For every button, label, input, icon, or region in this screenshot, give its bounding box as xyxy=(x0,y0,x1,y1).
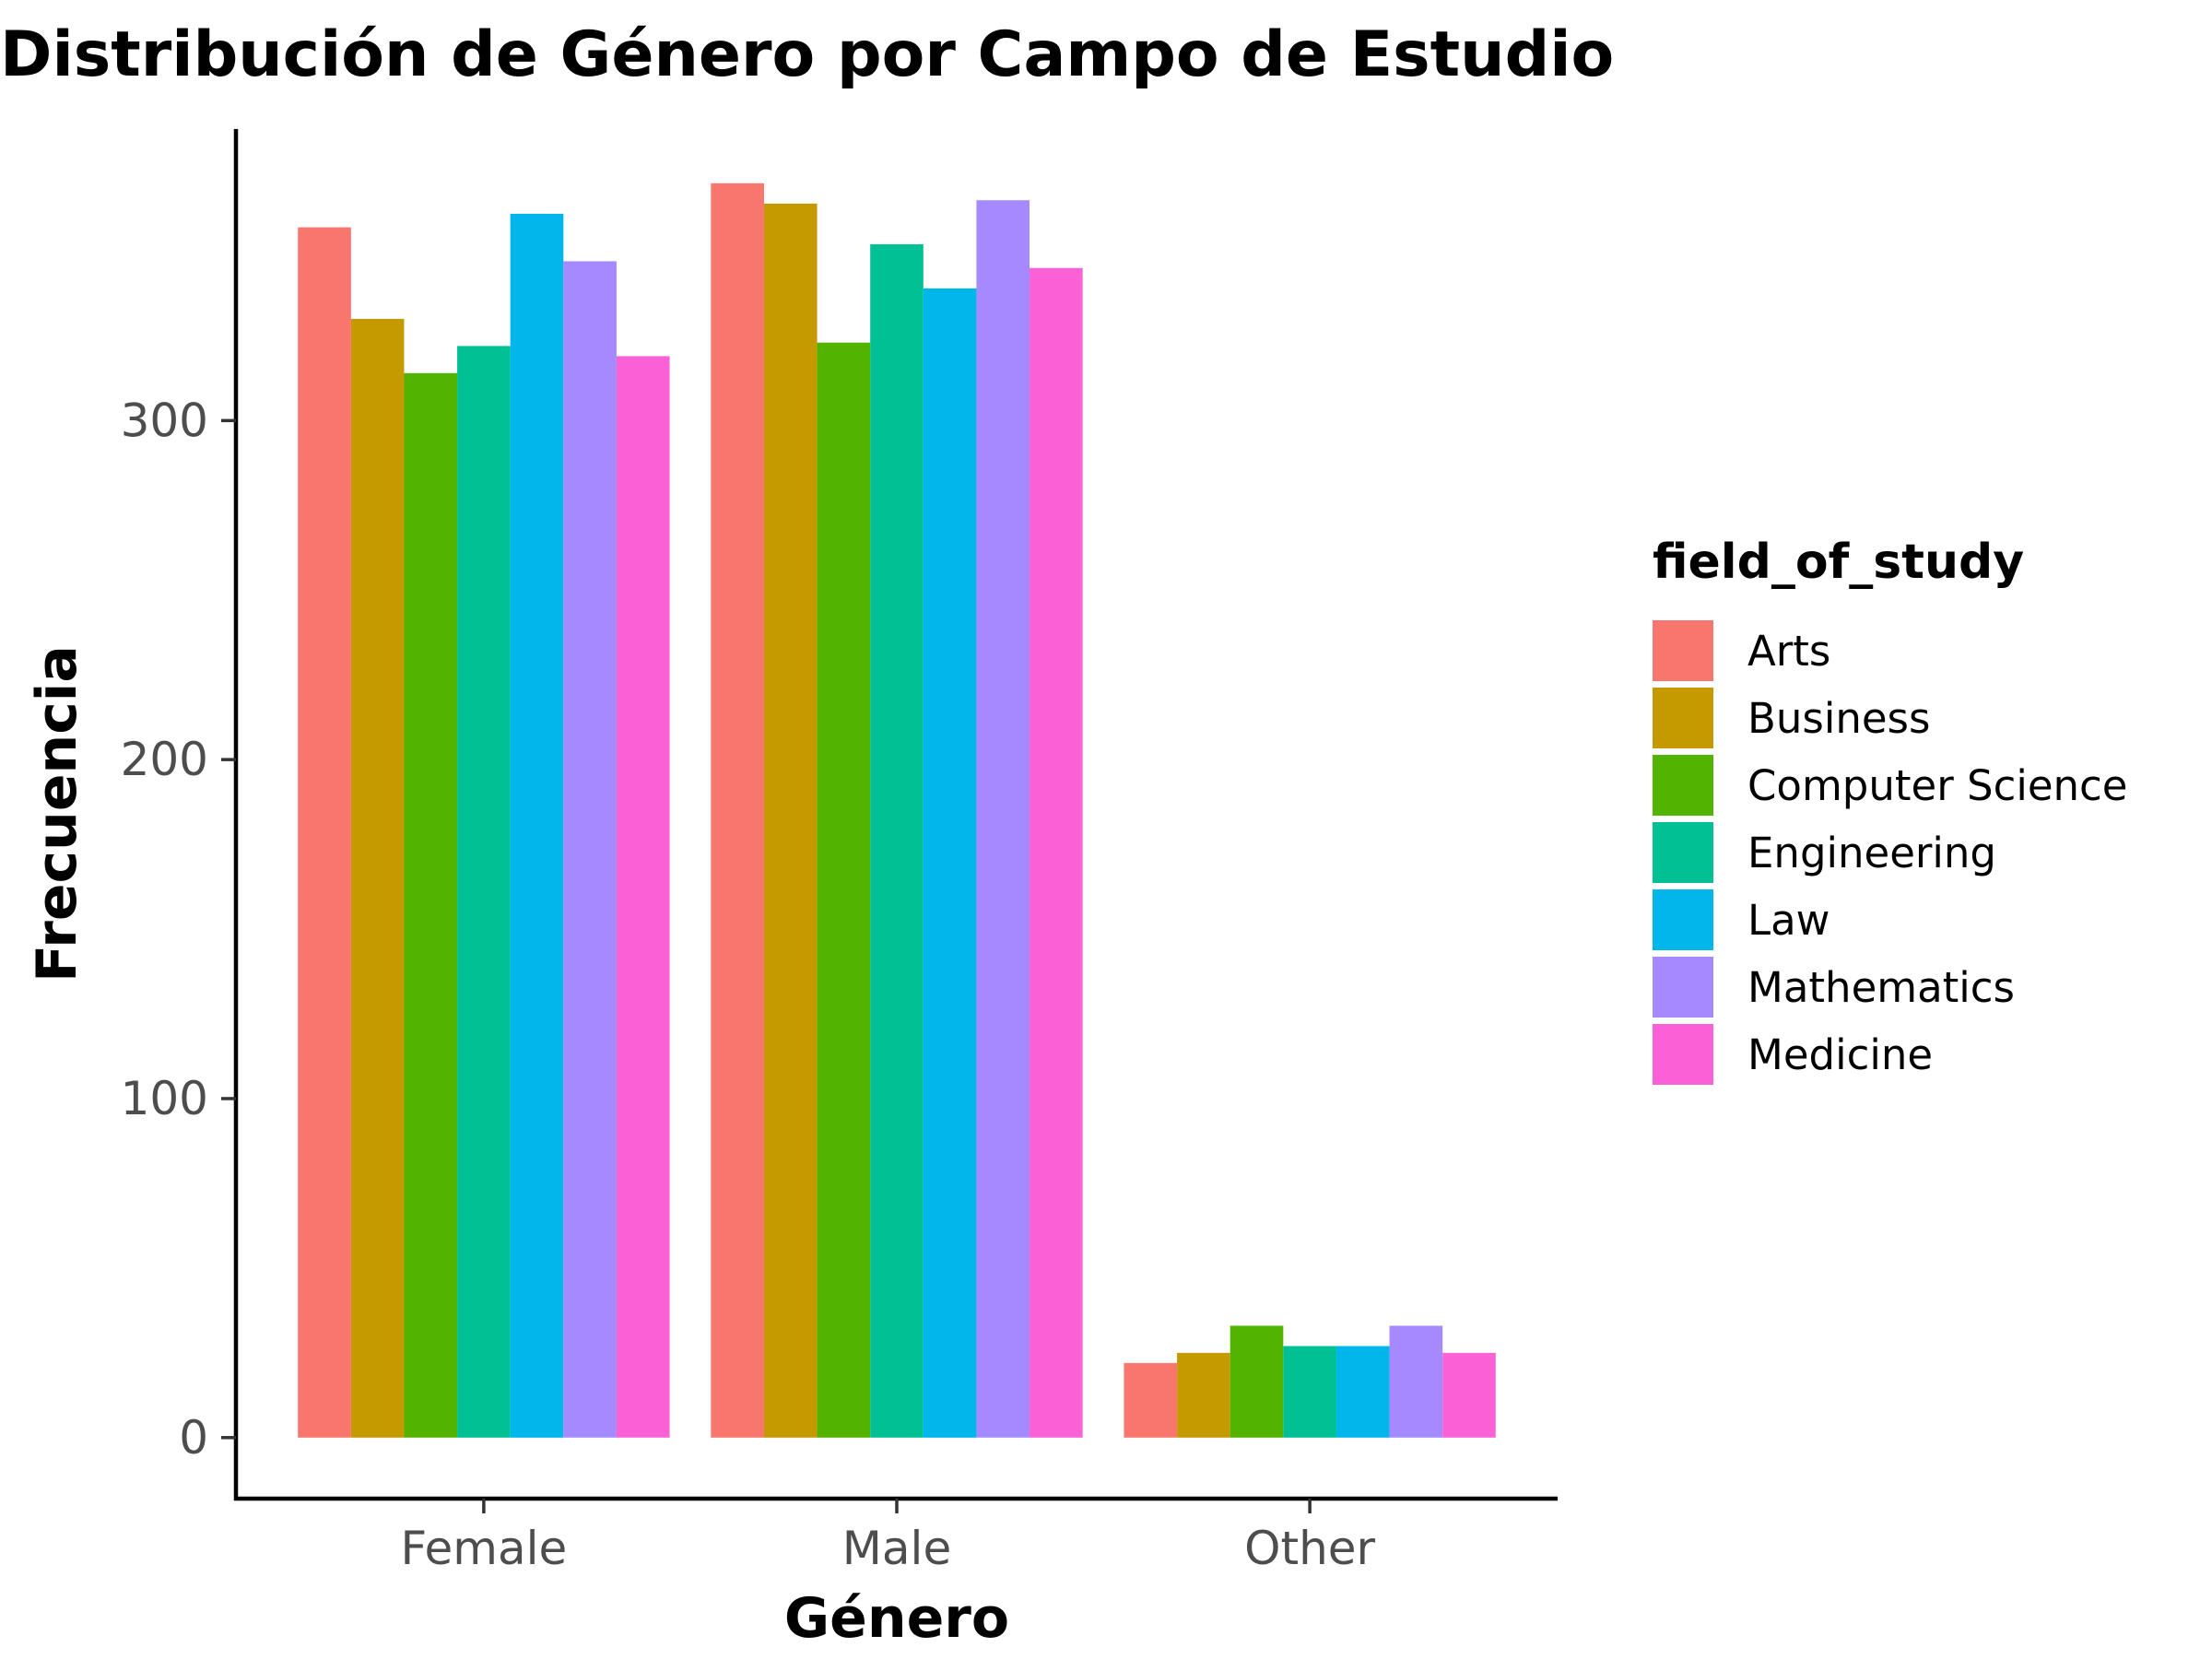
y-tick-label: 0 xyxy=(179,1411,208,1465)
bar-male-business xyxy=(763,203,818,1438)
bar-male-medicine xyxy=(1030,267,1083,1438)
bars-group xyxy=(298,182,1496,1438)
bar-other-mathematics xyxy=(1389,1325,1443,1438)
y-axis-title: Frecuencia xyxy=(25,645,89,982)
legend-key-arts xyxy=(1653,620,1713,681)
bar-other-law xyxy=(1335,1346,1390,1438)
legend-label-engineering: Engineering xyxy=(1747,829,1996,877)
y-tick-label: 200 xyxy=(121,733,208,786)
bar-male-mathematics xyxy=(976,200,1030,1438)
x-tick-label-male: Male xyxy=(842,1522,951,1575)
bar-male-law xyxy=(923,288,977,1438)
legend-key-engineering xyxy=(1653,822,1713,883)
bar-female-arts xyxy=(298,227,351,1438)
legend: field_of_study Arts Business Computer Scie… xyxy=(1653,535,2127,1085)
bar-other-engineering xyxy=(1283,1346,1336,1438)
bar-male-arts xyxy=(711,182,764,1438)
bar-other-arts xyxy=(1124,1362,1178,1438)
legend-label-arts: Arts xyxy=(1747,627,1830,676)
x-axis-title: Género xyxy=(784,1586,1009,1651)
y-tick-label: 100 xyxy=(121,1072,208,1125)
legend-key-law xyxy=(1653,889,1713,950)
bar-female-business xyxy=(350,318,405,1438)
bar-female-mathematics xyxy=(563,261,617,1438)
bar-other-medicine xyxy=(1442,1352,1496,1438)
legend-label-medicine: Medicine xyxy=(1747,1030,1933,1079)
x-tick-label-other: Other xyxy=(1244,1522,1375,1575)
legend-label-mathematics: Mathematics xyxy=(1747,963,2015,1012)
bar-male-computer-science xyxy=(817,342,871,1438)
bar-male-engineering xyxy=(870,244,924,1438)
bar-female-law xyxy=(510,213,564,1438)
x-tick-label-female: Female xyxy=(400,1522,567,1575)
bar-female-medicine xyxy=(616,356,670,1438)
legend-key-medicine xyxy=(1653,1024,1713,1085)
legend-label-computer-science: Computer Science xyxy=(1747,761,2127,810)
legend-label-law: Law xyxy=(1747,896,1830,945)
y-axis-ticks: 0 100 200 300 xyxy=(121,394,236,1465)
y-tick-label: 300 xyxy=(121,394,208,447)
bar-female-engineering xyxy=(457,346,511,1438)
bar-other-business xyxy=(1177,1352,1230,1438)
x-axis-ticks: Female Male Other xyxy=(400,1499,1376,1575)
legend-key-computer-science xyxy=(1653,755,1713,816)
legend-key-mathematics xyxy=(1653,957,1713,1018)
legend-key-business xyxy=(1653,688,1713,748)
legend-label-business: Business xyxy=(1747,694,1930,743)
bar-female-computer-science xyxy=(404,372,458,1438)
legend-title: field_of_study xyxy=(1653,535,2024,590)
chart-title: Distribución de Género por Campo de Estu… xyxy=(0,18,1614,91)
bar-other-computer-science xyxy=(1230,1325,1284,1438)
